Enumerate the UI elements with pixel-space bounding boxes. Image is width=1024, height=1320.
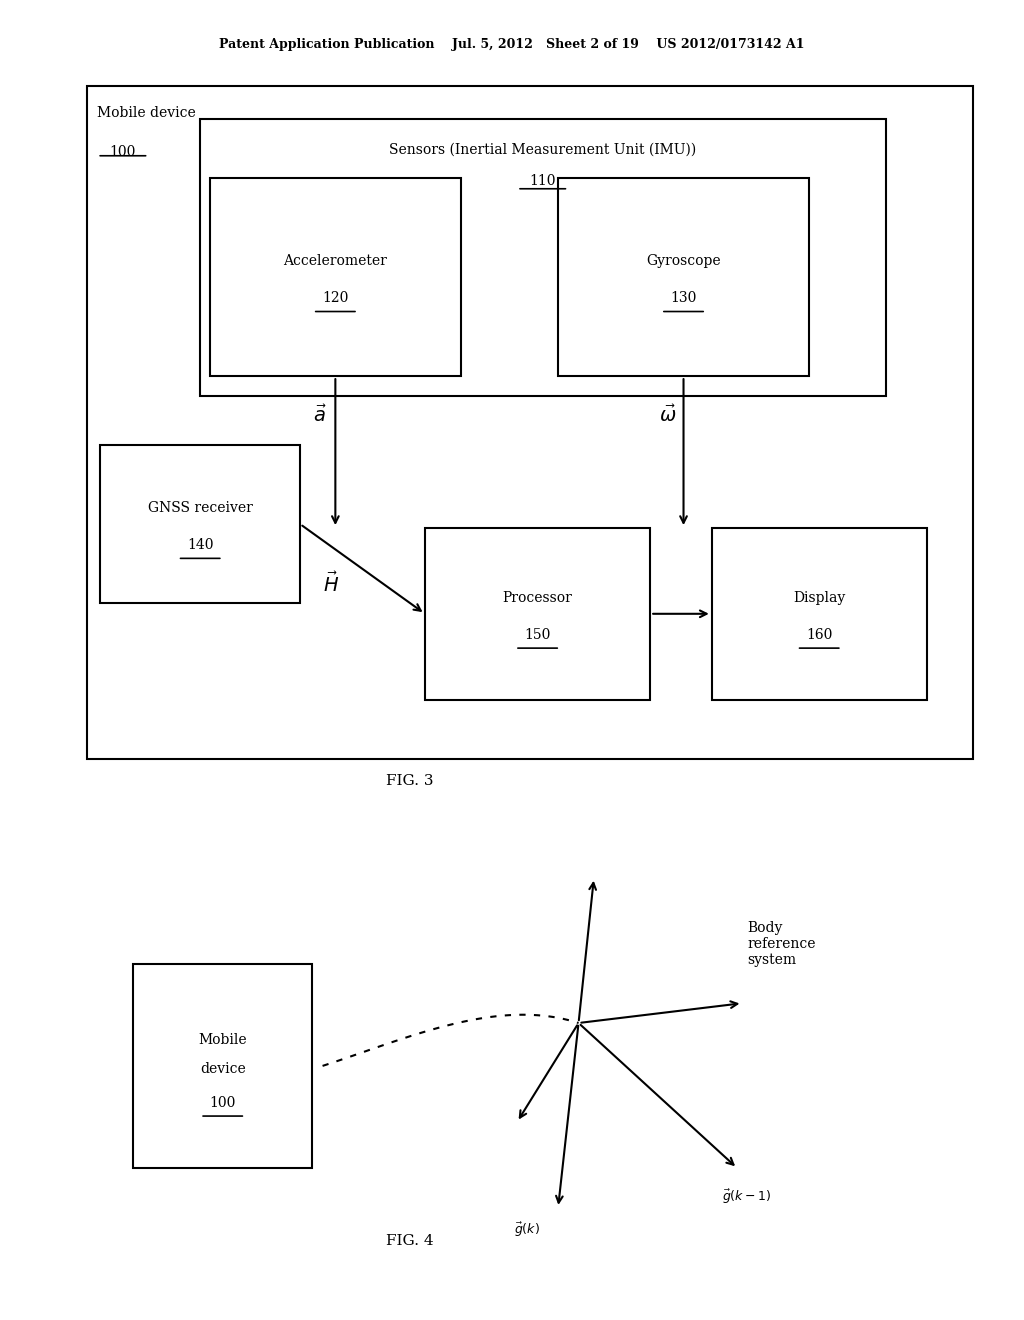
FancyBboxPatch shape (210, 178, 461, 376)
FancyBboxPatch shape (425, 528, 650, 700)
Text: 110: 110 (529, 174, 556, 189)
Text: GNSS receiver: GNSS receiver (147, 502, 253, 515)
Text: Accelerometer: Accelerometer (284, 255, 387, 268)
Text: 100: 100 (110, 145, 136, 160)
Text: Processor: Processor (503, 591, 572, 605)
Text: 120: 120 (323, 292, 348, 305)
Text: FIG. 4: FIG. 4 (386, 1234, 433, 1247)
FancyBboxPatch shape (133, 964, 312, 1168)
Text: Gyroscope: Gyroscope (646, 255, 721, 268)
Text: $\vec{a}$: $\vec{a}$ (313, 405, 327, 426)
Text: Sensors (Inertial Measurement Unit (IMU)): Sensors (Inertial Measurement Unit (IMU)… (389, 143, 696, 157)
Text: $\vec{H}$: $\vec{H}$ (323, 572, 339, 595)
Text: device: device (200, 1061, 246, 1076)
FancyBboxPatch shape (712, 528, 927, 700)
Text: FIG. 3: FIG. 3 (386, 775, 433, 788)
Text: 100: 100 (210, 1096, 236, 1110)
Text: $\vec{g}(k)$: $\vec{g}(k)$ (514, 1221, 541, 1239)
FancyBboxPatch shape (558, 178, 809, 376)
Text: 150: 150 (524, 628, 551, 642)
FancyBboxPatch shape (87, 86, 973, 759)
Text: Body
reference
system: Body reference system (748, 920, 816, 968)
Text: Mobile device: Mobile device (97, 106, 196, 120)
Text: $\vec{g}(k-1)$: $\vec{g}(k-1)$ (722, 1188, 771, 1206)
FancyBboxPatch shape (100, 445, 300, 603)
Text: 130: 130 (671, 292, 696, 305)
Text: Display: Display (793, 591, 846, 605)
Text: 160: 160 (806, 628, 833, 642)
Text: 140: 140 (187, 539, 213, 552)
FancyBboxPatch shape (200, 119, 886, 396)
Text: $\vec{\omega}$: $\vec{\omega}$ (659, 405, 677, 426)
Text: Patent Application Publication    Jul. 5, 2012   Sheet 2 of 19    US 2012/017314: Patent Application Publication Jul. 5, 2… (219, 38, 805, 51)
Text: Mobile: Mobile (199, 1032, 247, 1047)
